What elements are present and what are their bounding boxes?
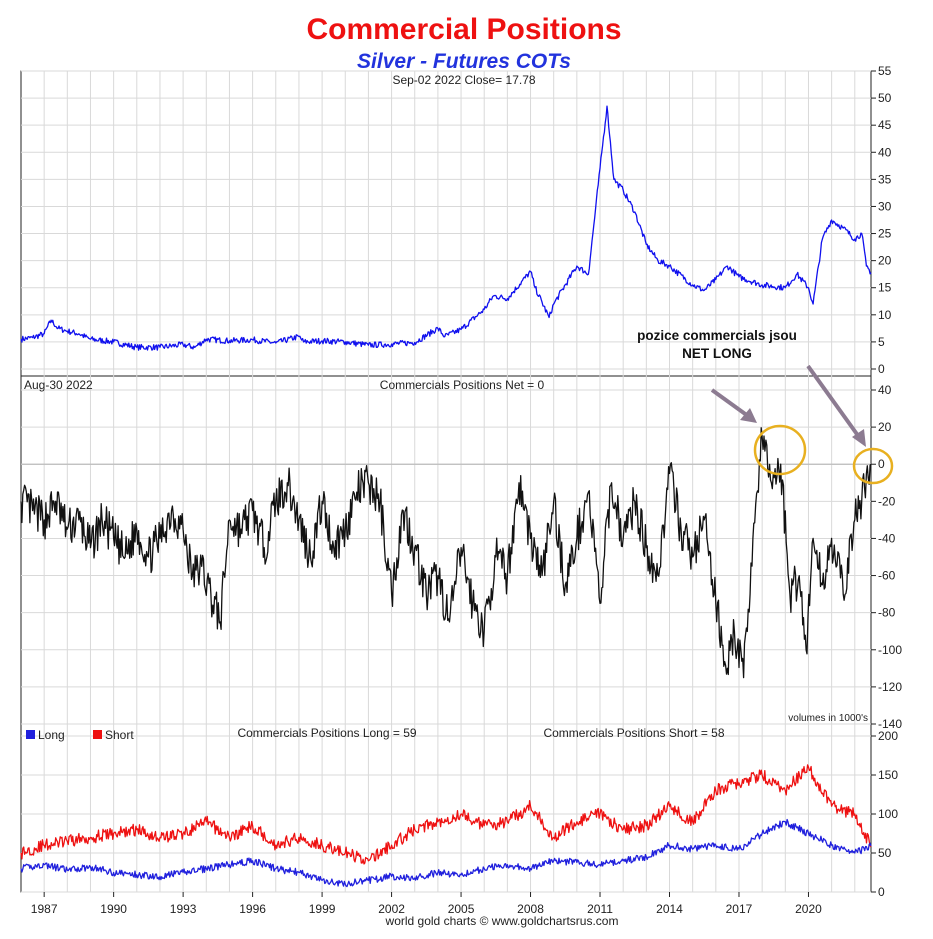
price-panel-header: Sep-02 2022 Close= 17.78 (392, 73, 535, 87)
price-y-tick-label: 40 (878, 145, 892, 159)
ls-y-tick-label: 0 (878, 885, 885, 899)
x-tick-label: 1993 (170, 902, 197, 916)
series-layer (20, 105, 872, 888)
x-tick-label: 1999 (309, 902, 336, 916)
net-y-axis: 40 20 0 -20 -40 -60 -80 -100 -120 -140 (871, 383, 902, 731)
x-tick-label: 2008 (517, 902, 544, 916)
price-y-tick-label: 10 (878, 308, 892, 322)
short-header: Commercials Positions Short = 58 (543, 726, 724, 740)
legend: Long Short (26, 728, 134, 742)
ls-y-tick-label: 150 (878, 768, 898, 782)
long-short-panel (20, 723, 872, 893)
price-y-tick-label: 35 (878, 172, 892, 186)
volume-note: volumes in 1000's (788, 713, 868, 724)
x-tick-label: 2002 (378, 902, 405, 916)
annotation-arrows (710, 364, 866, 447)
net-y-tick-label: -20 (878, 494, 896, 508)
net-y-tick-label: 0 (878, 457, 885, 471)
short-series-line (20, 764, 872, 865)
net-panel-header: Commercials Positions Net = 0 (380, 378, 545, 392)
arrow-1 (710, 388, 750, 418)
price-y-tick-label: 30 (878, 199, 892, 213)
x-tick-label: 1987 (31, 902, 58, 916)
arrow-2 (806, 364, 861, 439)
arrow-2-head (852, 429, 866, 447)
net-y-tick-label: -80 (878, 606, 896, 620)
highlight-circle-1 (753, 424, 807, 476)
x-tick-label: 2020 (795, 902, 822, 916)
net-y-tick-label: 40 (878, 383, 892, 397)
x-tick-label: 1990 (100, 902, 127, 916)
legend-short-label: Short (105, 728, 134, 742)
chart-subtitle: Silver - Futures COTs (357, 50, 571, 73)
long-short-y-axis: 0 50 100 150 200 (871, 729, 898, 899)
x-axis: 1987 1990 1993 1996 1999 2002 2005 2008 2011 2014… (31, 892, 822, 916)
price-y-tick-label: 0 (878, 362, 885, 376)
legend-long-swatch (26, 730, 35, 739)
price-y-axis: 0 5 10 15 20 25 30 35 40 45 50 55 (871, 64, 892, 376)
ls-y-tick-label: 200 (878, 729, 898, 743)
annotation-line-2: NET LONG (682, 346, 752, 361)
price-y-tick-label: 5 (878, 335, 885, 349)
net-y-tick-label: -100 (878, 643, 902, 657)
net-y-tick-label: -60 (878, 569, 896, 583)
legend-long-label: Long (38, 728, 65, 742)
legend-short-swatch (93, 730, 102, 739)
long-short-grid (21, 724, 871, 893)
ls-y-tick-label: 100 (878, 807, 898, 821)
net-series-line (20, 427, 872, 679)
price-grid (21, 70, 871, 376)
price-panel (20, 70, 872, 377)
price-y-tick-label: 15 (878, 281, 892, 295)
net-grid (21, 376, 871, 725)
price-y-tick-label: 20 (878, 254, 892, 268)
net-y-tick-label: -120 (878, 680, 902, 694)
x-tick-label: 2005 (448, 902, 475, 916)
footer-credit: world gold charts © www.goldchartsrus.co… (385, 914, 619, 928)
x-tick-label: 2017 (726, 902, 753, 916)
highlight-circle-2 (852, 447, 894, 485)
long-series-line (20, 818, 872, 888)
annotation-line-1: pozice commercials jsou (637, 328, 797, 343)
arrow-1-head (740, 408, 757, 423)
price-series-line (20, 105, 872, 351)
net-y-tick-label: -40 (878, 531, 896, 545)
price-y-tick-label: 45 (878, 118, 892, 132)
net-panel (20, 375, 872, 725)
chart-title: Commercial Positions (306, 13, 621, 46)
net-y-tick-label: -140 (878, 717, 902, 731)
net-y-tick-label: 20 (878, 420, 892, 434)
long-header: Commercials Positions Long = 59 (237, 726, 416, 740)
net-panel-date: Aug-30 2022 (24, 378, 93, 392)
x-tick-label: 2011 (587, 902, 613, 916)
x-tick-label: 2014 (656, 902, 683, 916)
ls-y-tick-label: 50 (878, 846, 892, 860)
price-y-tick-label: 55 (878, 64, 892, 78)
price-y-tick-label: 25 (878, 227, 892, 241)
x-tick-label: 1996 (239, 902, 266, 916)
price-y-tick-label: 50 (878, 91, 892, 105)
